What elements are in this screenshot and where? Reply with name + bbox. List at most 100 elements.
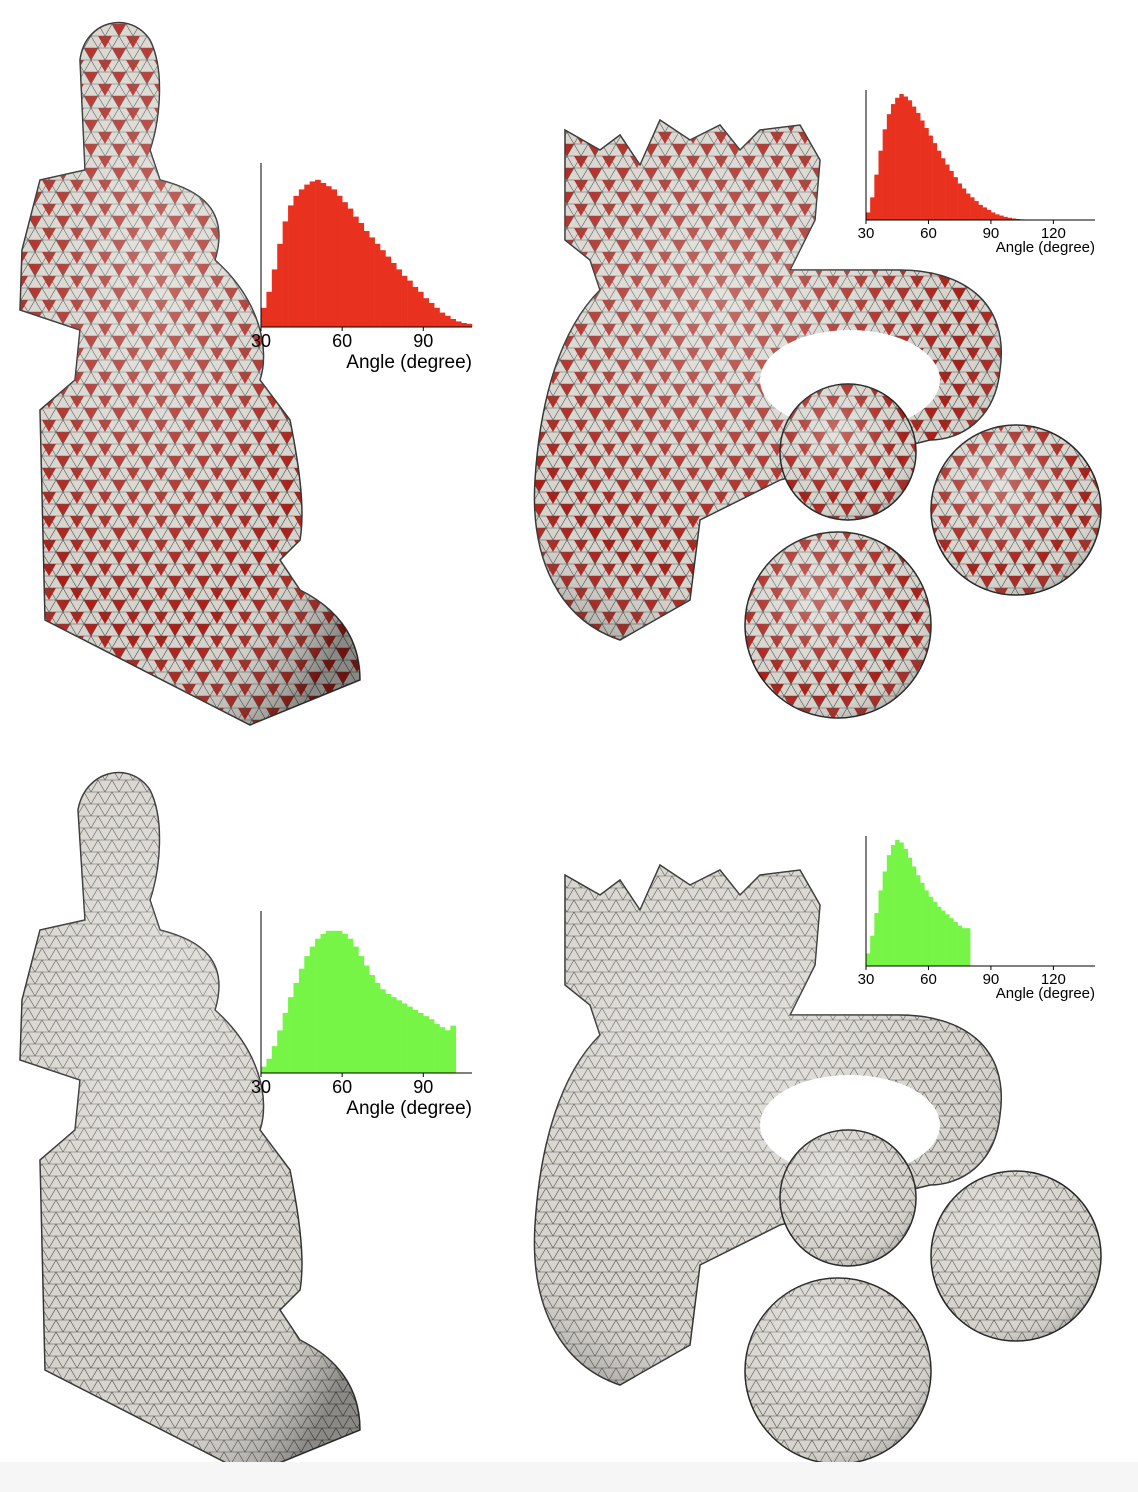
histogram-bar — [870, 197, 875, 220]
histogram-bar — [288, 205, 294, 327]
histogram-bar — [920, 882, 925, 966]
histogram-bar — [455, 321, 462, 327]
histogram-bar — [936, 906, 942, 966]
histogram-bar — [961, 188, 967, 220]
x-tick-label: 30 — [858, 225, 875, 242]
histogram-bar — [886, 855, 892, 966]
elephant-mesh-optimized — [533, 863, 1102, 1465]
histogram-bar — [358, 956, 365, 1073]
x-tick-label: 90 — [983, 225, 1000, 242]
histogram-bar — [982, 207, 988, 220]
histogram-bar — [369, 237, 375, 327]
histogram-bar — [903, 848, 908, 966]
histogram-bar — [428, 1019, 435, 1073]
histogram-bar — [385, 994, 392, 1073]
histogram-bar — [882, 871, 888, 966]
histogram-bar — [1011, 218, 1017, 220]
x-tick-label: 30 — [251, 331, 271, 351]
histogram-bar — [277, 243, 283, 327]
histogram-bar — [878, 150, 883, 220]
histogram-bar — [995, 214, 1000, 220]
histogram-bar — [450, 1025, 457, 1073]
histogram-bar — [407, 1006, 413, 1073]
histogram-bar — [866, 953, 871, 966]
histogram-bar — [434, 307, 440, 327]
x-axis-label: Angle (degree) — [346, 352, 472, 373]
histogram-bar — [401, 275, 408, 327]
histogram-bar — [978, 204, 983, 220]
histogram-bar — [932, 901, 938, 966]
histogram-bar — [325, 930, 332, 1073]
histogram-bar — [282, 221, 289, 327]
histogram-bar — [369, 975, 375, 1073]
histogram-bar — [320, 183, 327, 327]
histogram-bar — [293, 195, 300, 327]
histogram-bar — [282, 1012, 289, 1073]
histogram-bar — [924, 128, 929, 220]
histogram-bar — [412, 1009, 419, 1073]
histogram-bar — [331, 930, 338, 1073]
histogram-bar — [417, 1012, 424, 1073]
histogram-bar — [439, 312, 446, 327]
x-axis-label: Angle (degree) — [346, 1098, 472, 1119]
histogram-bar — [890, 845, 896, 966]
histogram-bar — [895, 97, 900, 220]
histogram-bar — [434, 1024, 440, 1073]
histogram-bar — [450, 319, 457, 327]
histogram-bar — [271, 1046, 278, 1073]
histogram-bar — [961, 928, 967, 966]
histogram-bar — [444, 1030, 451, 1073]
histogram-bar — [390, 263, 397, 327]
histogram-bar — [928, 135, 933, 220]
histogram-bar — [347, 208, 354, 327]
histogram-bar — [363, 965, 370, 1073]
histogram-bar — [953, 921, 958, 966]
histogram-bar — [439, 1027, 446, 1073]
histogram-bar — [890, 104, 896, 220]
histogram-bar — [895, 840, 900, 966]
histogram-bar — [1007, 217, 1013, 220]
histogram-bar — [957, 183, 963, 220]
x-axis-label: Angle (degree) — [996, 985, 1095, 1002]
histogram-bar — [940, 158, 946, 220]
histogram-bar — [423, 1016, 430, 1073]
x-tick-label: 30 — [858, 971, 875, 988]
histogram-bar — [352, 946, 359, 1073]
x-axis-label: Angle (degree) — [996, 239, 1095, 256]
histogram-bar — [965, 928, 971, 966]
histogram-bar — [466, 323, 473, 327]
histogram-bar — [304, 956, 310, 1073]
histogram-bar — [920, 120, 925, 220]
histogram-bar — [315, 179, 321, 327]
x-tick-label: 30 — [251, 1077, 271, 1097]
elephant-mesh-highlighted — [533, 118, 1102, 719]
histogram-bar — [342, 933, 348, 1073]
histogram-bar — [461, 323, 467, 327]
statue-mesh-optimized — [19, 771, 361, 1476]
histogram-bar — [874, 913, 879, 966]
histogram-bar — [315, 938, 321, 1073]
histogram-bar — [428, 303, 435, 327]
histogram-bar — [385, 256, 392, 327]
histogram-bar — [380, 250, 386, 327]
x-tick-label: 120 — [1041, 971, 1066, 988]
histogram-bar — [390, 997, 397, 1073]
statue-mesh-highlighted — [19, 21, 361, 726]
histogram-bar — [309, 181, 316, 327]
histogram-bar — [423, 298, 430, 327]
x-tick-label: 60 — [920, 225, 937, 242]
histogram-bar — [907, 100, 913, 220]
histogram-bar — [907, 857, 913, 966]
histogram-bar — [396, 1000, 402, 1073]
histogram-bar — [990, 212, 996, 220]
histogram-bar — [401, 1003, 408, 1073]
histogram-bar — [886, 114, 892, 220]
histogram-bar — [347, 938, 354, 1073]
histogram-bar — [261, 307, 267, 327]
histogram-bar — [412, 287, 419, 327]
histogram-bar — [407, 280, 413, 327]
